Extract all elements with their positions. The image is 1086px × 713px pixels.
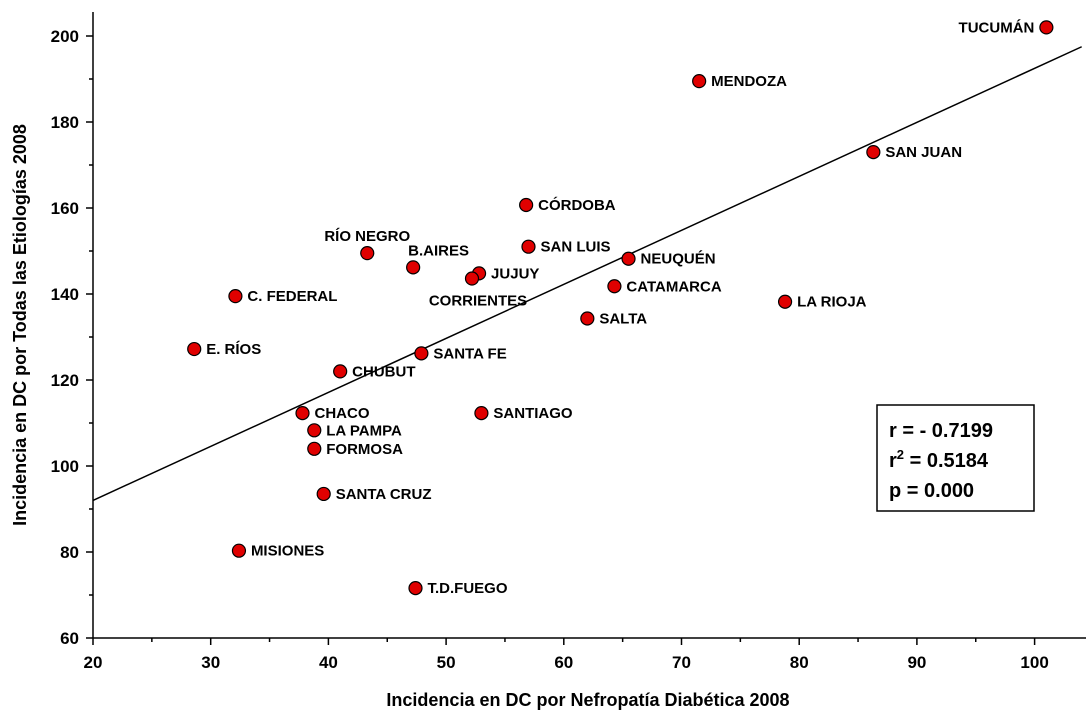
stats-r2-prefix: r bbox=[889, 450, 897, 472]
data-point bbox=[187, 341, 202, 357]
data-point bbox=[295, 406, 310, 421]
data-point bbox=[580, 311, 595, 326]
point-label: TUCUMÁN bbox=[959, 19, 1035, 36]
point-label: T.D.FUEGO bbox=[427, 580, 507, 597]
data-point bbox=[406, 260, 421, 275]
point-label: MENDOZA bbox=[711, 73, 787, 90]
ticks bbox=[86, 35, 1036, 645]
y-axis-title: Incidencia en DC por Todas las Etiología… bbox=[10, 124, 30, 526]
x-tick-label: 20 bbox=[84, 653, 103, 672]
point-label: CORRIENTES bbox=[429, 293, 527, 310]
stats-r: r = - 0.7199 bbox=[889, 420, 993, 442]
tick-labels: 20 30 40 50 60 70 80 90 100 60 80 100 120 140 160 180 20… bbox=[51, 27, 1049, 672]
data-point bbox=[333, 364, 348, 379]
data-point bbox=[521, 239, 536, 254]
point-label: FORMOSA bbox=[326, 441, 403, 458]
stats-r2-rest: = 0.5184 bbox=[904, 450, 989, 472]
data-point bbox=[231, 543, 247, 558]
y-tick-label: 60 bbox=[60, 629, 79, 648]
point-label: MISIONES bbox=[251, 543, 324, 560]
x-axis-title: Incidencia en DC por Nefropatía Diabétic… bbox=[386, 690, 789, 710]
y-tick-label: 100 bbox=[51, 457, 79, 476]
point-label: RÍO NEGRO bbox=[324, 228, 410, 245]
point-label: SALTA bbox=[599, 311, 647, 328]
stats-r2: r2 = 0.5184 bbox=[889, 447, 989, 472]
y-tick-label: 180 bbox=[51, 113, 79, 132]
point-label: SANTIAGO bbox=[493, 405, 573, 422]
stats-box: r = - 0.7199 r2 = 0.5184 p = 0.000 bbox=[876, 404, 1035, 512]
data-point bbox=[307, 441, 322, 456]
point-label: SANTA CRUZ bbox=[336, 486, 432, 503]
trendline bbox=[92, 46, 1082, 502]
x-tick-label: 60 bbox=[554, 653, 573, 672]
axes bbox=[92, 12, 1086, 639]
data-point bbox=[307, 423, 322, 438]
stats-box-frame bbox=[876, 404, 1035, 512]
data-point bbox=[692, 74, 707, 89]
data-points bbox=[187, 20, 1054, 596]
x-tick-label: 90 bbox=[907, 653, 926, 672]
y-tick-label: 160 bbox=[51, 199, 79, 218]
data-point bbox=[464, 271, 480, 286]
point-label: SAN JUAN bbox=[885, 144, 962, 161]
data-point bbox=[621, 251, 636, 266]
data-point bbox=[519, 197, 534, 213]
data-point bbox=[408, 581, 423, 596]
point-label: LA RIOJA bbox=[797, 294, 867, 311]
point-label: JUJUY bbox=[491, 265, 539, 282]
point-label: C. FEDERAL bbox=[247, 288, 337, 305]
data-point bbox=[414, 346, 429, 361]
data-point bbox=[866, 145, 881, 160]
point-label: CHACO bbox=[315, 405, 370, 422]
data-point bbox=[316, 486, 331, 502]
point-label: CÓRDOBA bbox=[538, 196, 616, 214]
stats-r2-sup: 2 bbox=[897, 447, 904, 462]
x-tick-label: 50 bbox=[437, 653, 456, 672]
point-label: CHUBUT bbox=[352, 363, 415, 380]
data-point bbox=[777, 294, 793, 309]
x-tick-label: 30 bbox=[201, 653, 220, 672]
stats-p: p = 0.000 bbox=[889, 480, 974, 502]
y-tick-label: 120 bbox=[51, 371, 79, 390]
point-label: NEUQUÉN bbox=[641, 251, 716, 268]
data-point bbox=[1039, 20, 1054, 35]
y-tick-label: 80 bbox=[60, 543, 79, 562]
point-label: E. RÍOS bbox=[206, 341, 261, 358]
point-label: SAN LUIS bbox=[540, 239, 610, 256]
y-tick-label: 200 bbox=[51, 27, 79, 46]
data-point bbox=[228, 289, 243, 304]
data-point bbox=[474, 406, 489, 421]
x-tick-label: 80 bbox=[790, 653, 809, 672]
point-label: B.AIRES bbox=[408, 242, 469, 259]
x-tick-label: 100 bbox=[1020, 653, 1048, 672]
point-label: CATAMARCA bbox=[626, 278, 721, 295]
x-tick-label: 40 bbox=[319, 653, 338, 672]
point-label: SANTA FE bbox=[433, 345, 506, 362]
data-point bbox=[360, 246, 375, 261]
y-tick-label: 140 bbox=[51, 285, 79, 304]
data-point bbox=[607, 279, 622, 294]
point-label: LA PAMPA bbox=[326, 422, 402, 439]
x-tick-label: 70 bbox=[672, 653, 691, 672]
point-labels: TUCUMÁN MENDOZA SAN JUAN CÓRDOBA RÍO NEGROB.… bbox=[206, 19, 1034, 597]
